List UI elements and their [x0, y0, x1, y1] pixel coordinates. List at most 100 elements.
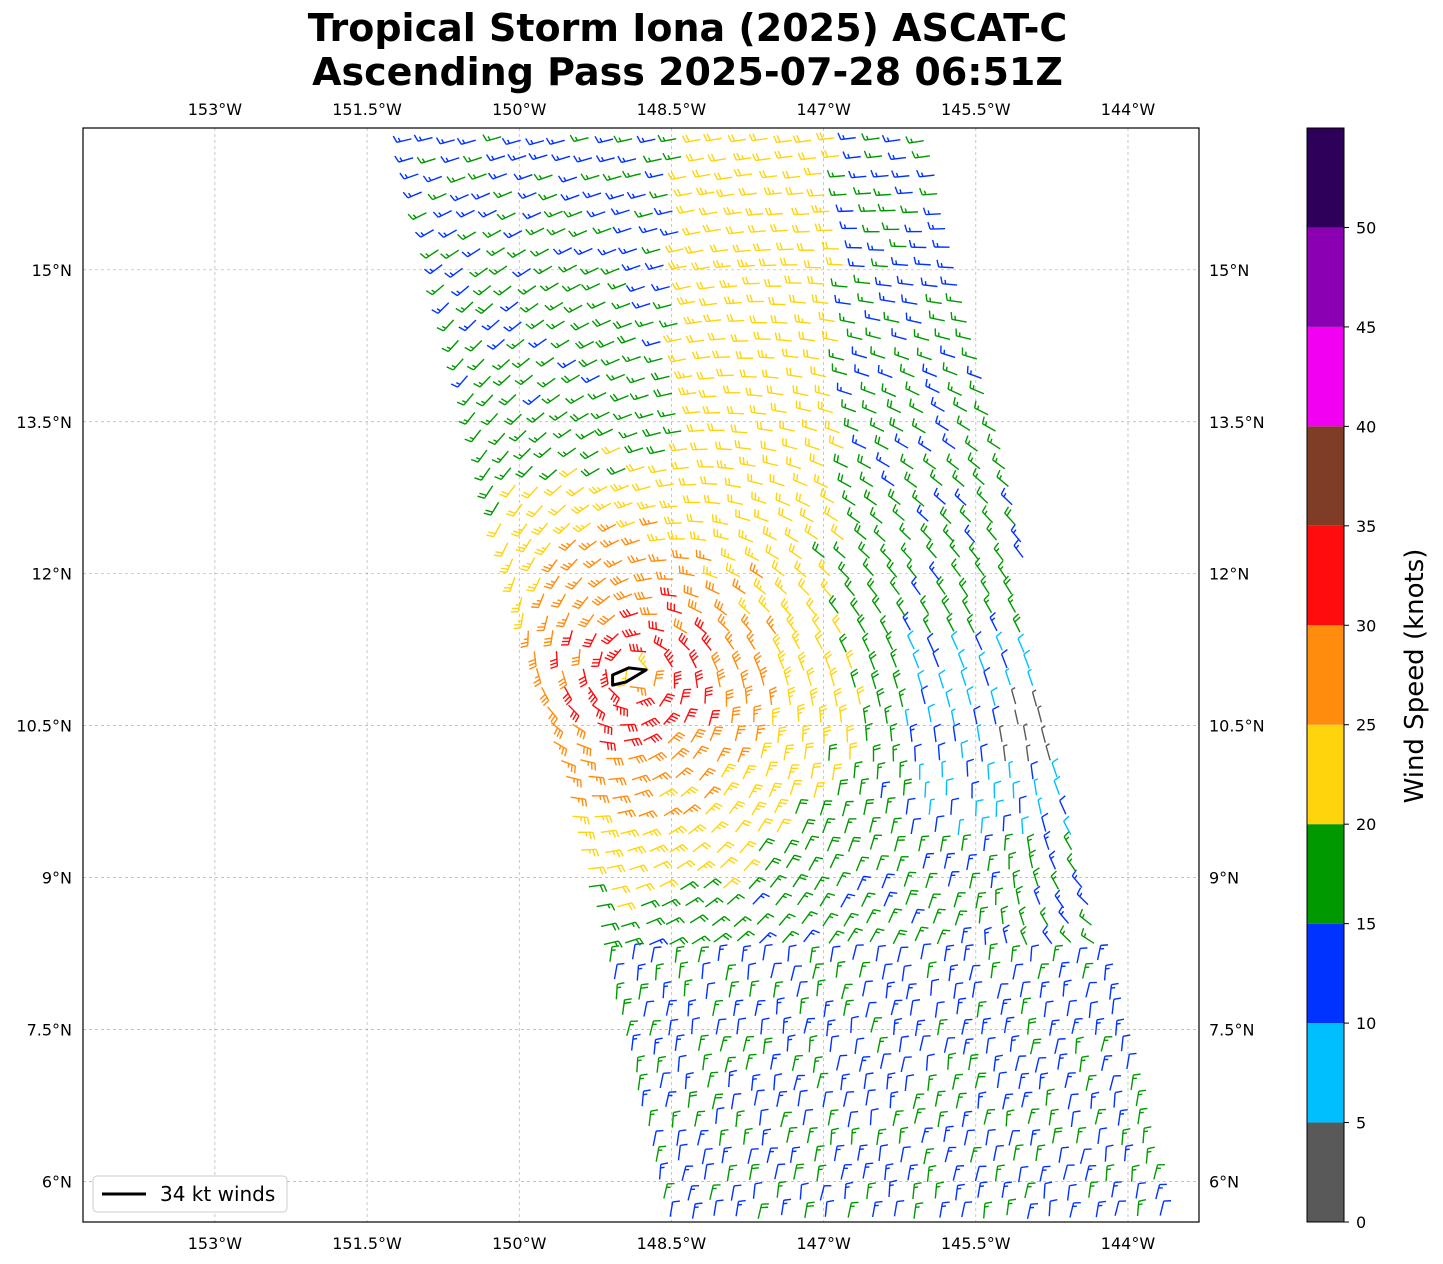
wind-barb	[977, 1181, 988, 1198]
wind-barb	[499, 558, 514, 574]
wind-barb	[883, 311, 900, 324]
wind-barb	[750, 1073, 761, 1091]
wind-barb	[898, 688, 906, 708]
wind-barb	[694, 617, 707, 635]
wind-barb	[794, 560, 807, 578]
wind-barb	[557, 359, 577, 369]
wind-barb	[482, 134, 502, 142]
wind-barb	[392, 135, 412, 144]
wind-barb	[648, 620, 665, 632]
wind-barb	[1019, 981, 1031, 998]
wind-barb	[1017, 633, 1025, 653]
wind-barb	[857, 204, 876, 213]
wind-barb	[684, 245, 704, 254]
wind-barb	[795, 492, 810, 507]
wind-barb	[704, 686, 713, 704]
wind-barb	[709, 726, 724, 742]
wind-barb	[705, 982, 716, 999]
wind-barb	[964, 435, 978, 452]
wind-barb	[919, 595, 930, 615]
wind-barb	[755, 724, 766, 741]
wind-barb	[761, 1128, 772, 1146]
wind-barb	[446, 176, 466, 184]
wind-barb	[1079, 908, 1092, 926]
wind-barb	[818, 311, 835, 323]
wind-barb	[857, 293, 874, 304]
wind-barb	[894, 186, 913, 195]
wind-barb	[869, 834, 883, 850]
wind-barb	[953, 892, 966, 908]
34kt-wind-contour	[611, 666, 648, 687]
wind-barb	[1045, 1088, 1055, 1106]
wind-barb	[455, 209, 475, 218]
wind-barb	[649, 938, 669, 946]
wind-barb	[788, 294, 806, 304]
wind-barb	[949, 539, 961, 558]
wind-barb	[890, 817, 902, 834]
wind-barb	[467, 172, 487, 180]
wind-barb	[801, 911, 818, 925]
wind-barb	[1159, 1200, 1172, 1216]
wind-barb	[732, 244, 751, 253]
wind-barb	[661, 898, 681, 907]
wind-barb	[876, 1036, 888, 1053]
wind-barb	[934, 1090, 946, 1107]
wind-barb	[806, 188, 825, 197]
wind-barb	[587, 392, 607, 400]
wind-barb	[633, 210, 653, 218]
wind-barb	[879, 543, 892, 562]
wind-barb	[737, 747, 751, 763]
wind-barb	[636, 1055, 646, 1073]
wind-barb	[1007, 593, 1017, 613]
wind-barb	[968, 541, 980, 561]
wind-barb	[911, 489, 925, 507]
wind-barb	[816, 1164, 827, 1182]
wind-barb	[620, 921, 641, 929]
wind-barb	[885, 981, 896, 999]
wind-barb	[911, 418, 926, 434]
wind-barb	[659, 788, 679, 798]
wind-barb	[936, 575, 946, 595]
wind-barb	[652, 1129, 664, 1146]
wind-barb	[520, 557, 536, 572]
wind-barb	[731, 650, 742, 670]
wind-barb	[432, 209, 453, 218]
wind-barb	[830, 278, 848, 288]
wind-barb	[1014, 709, 1019, 725]
wind-barb	[659, 228, 679, 236]
wind-barb	[905, 797, 916, 815]
wind-barb	[982, 1201, 993, 1219]
wind-barb	[811, 613, 822, 633]
wind-barb	[824, 1199, 835, 1217]
wind-barb	[582, 558, 602, 569]
lat-tick-label-left: 15°N	[32, 261, 72, 280]
wind-barb	[918, 763, 924, 780]
colorbar-segment	[1307, 128, 1344, 228]
wind-barb	[1045, 743, 1051, 761]
wind-barb	[899, 760, 908, 778]
wind-barb	[890, 256, 909, 266]
wind-barb	[809, 946, 820, 963]
wind-barb	[1028, 849, 1036, 869]
wind-barb	[659, 879, 679, 888]
wind-barb	[740, 613, 752, 632]
wind-barb	[780, 1111, 792, 1128]
wind-barb	[580, 173, 600, 181]
wind-barb	[1012, 869, 1021, 888]
wind-barb	[883, 891, 898, 907]
wind-barb	[777, 726, 787, 744]
wind-barb	[683, 979, 693, 997]
wind-barb	[983, 834, 993, 851]
wind-barb	[1000, 905, 1009, 924]
wind-barb	[837, 472, 852, 488]
wind-barb	[725, 562, 741, 578]
wind-barb	[572, 815, 590, 825]
wind-barb	[1111, 997, 1122, 1015]
wind-barb	[1153, 1163, 1165, 1180]
wind-barb	[1113, 1090, 1123, 1108]
wind-barb	[974, 630, 983, 651]
wind-barb	[801, 419, 818, 432]
wind-barb	[859, 471, 874, 488]
wind-barb	[789, 1146, 801, 1163]
wind-barb	[635, 882, 655, 891]
